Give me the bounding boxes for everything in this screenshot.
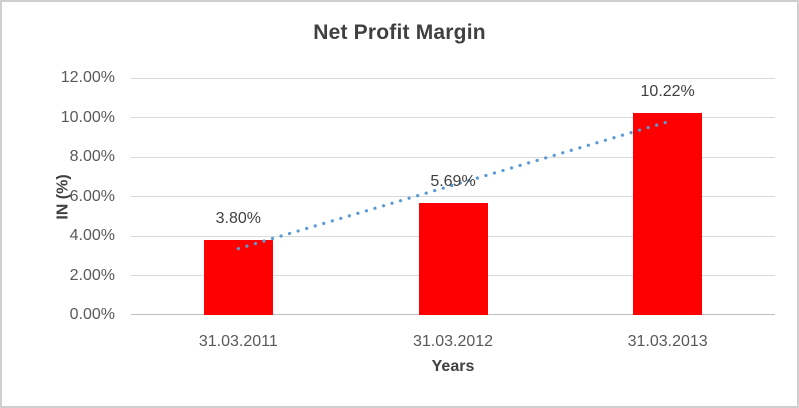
bar-31.03.2013 (633, 113, 703, 315)
x-axis-title: Years (431, 358, 475, 375)
x-tick-label: 31.03.2011 (198, 333, 278, 350)
x-tick-label: 31.03.2013 (627, 333, 708, 350)
y-tick-label: 8.00% (69, 148, 115, 165)
chart-title: Net Profit Margin (313, 21, 486, 44)
y-tick-label: 10.00% (60, 108, 115, 126)
y-tick-label: 0.00% (69, 306, 115, 323)
data-label: 3.80% (215, 209, 262, 227)
gridline-6 (131, 196, 775, 197)
gridline-10 (131, 117, 775, 118)
x-tick-label: 31.03.2012 (412, 333, 494, 350)
y-tick-label: 12.00% (60, 69, 115, 86)
trendline-svg (236, 120, 670, 251)
bar-31.03.2011 (203, 239, 273, 315)
bar-31.03.2012 (418, 202, 488, 315)
trendline (236, 120, 670, 251)
y-tick-label: 6.00% (69, 187, 115, 205)
y-tick-label: 4.00% (69, 227, 115, 244)
y-tick-label: 2.00% (69, 266, 115, 284)
data-label: 5.69% (430, 172, 476, 190)
gridline-8 (131, 156, 775, 158)
data-label: 10.22% (640, 83, 695, 101)
gridline-12 (131, 77, 775, 79)
plot-area: 3.80% 5.69% 10.22% (131, 77, 775, 315)
